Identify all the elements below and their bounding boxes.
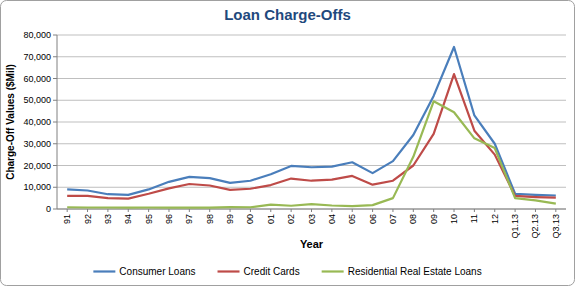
legend-label: Consumer Loans	[119, 266, 195, 277]
y-axis	[57, 35, 58, 209]
x-tick-label: 10	[449, 214, 459, 224]
y-tick-label: 50,000	[23, 95, 51, 105]
y-tick-label: 60,000	[23, 74, 51, 84]
x-tick-label: 94	[123, 214, 133, 224]
series-line	[67, 101, 556, 207]
x-axis-label: Year	[300, 238, 324, 250]
y-tick-label: 40,000	[23, 117, 51, 127]
grid-line	[57, 100, 566, 101]
legend: Consumer Loans Credit Cards Residential Re…	[93, 266, 481, 277]
x-tick	[515, 209, 516, 212]
y-tick	[53, 209, 57, 210]
x-tick	[311, 209, 312, 212]
x-tick-label: 11	[469, 214, 479, 223]
legend-swatch	[93, 270, 115, 272]
x-tick	[331, 209, 332, 212]
grid-line	[57, 122, 566, 123]
grid-line	[57, 56, 566, 57]
legend-swatch	[218, 270, 240, 272]
y-tick-label: 0	[46, 204, 51, 214]
x-tick	[87, 209, 88, 212]
series-group	[67, 47, 556, 208]
legend-label: Credit Cards	[244, 266, 300, 277]
series-line	[67, 47, 556, 196]
x-tick-label: Q3.13	[551, 214, 561, 239]
x-tick	[372, 209, 373, 212]
y-tick	[53, 143, 57, 144]
x-tick	[535, 209, 536, 212]
x-tick	[230, 209, 231, 212]
y-tick	[53, 100, 57, 101]
x-tick-label: 93	[103, 214, 113, 224]
x-tick	[454, 209, 455, 212]
legend-label: Residential Real Estate Loans	[348, 266, 482, 277]
x-tick-label: 01	[266, 214, 276, 224]
x-tick-label: 99	[225, 214, 235, 224]
x-tick-label: 96	[164, 214, 174, 224]
x-tick-label: 12	[490, 214, 500, 224]
x-tick-label: 91	[62, 214, 72, 224]
series-line	[67, 74, 556, 198]
x-tick-label: 95	[144, 214, 154, 224]
x-tick-label: Q2.13	[530, 214, 540, 239]
x-tick-label: 05	[347, 214, 357, 224]
y-tick-label: 30,000	[23, 139, 51, 149]
x-tick-label: 02	[286, 214, 296, 224]
y-tick	[53, 78, 57, 79]
x-tick	[128, 209, 129, 212]
grid-line	[57, 165, 566, 166]
y-tick	[53, 165, 57, 166]
x-tick	[107, 209, 108, 212]
x-tick	[474, 209, 475, 212]
y-tick	[53, 187, 57, 188]
x-tick-label: 04	[327, 214, 337, 224]
x-tick-label: 98	[205, 214, 215, 224]
y-tick	[53, 122, 57, 123]
y-tick	[53, 35, 57, 36]
y-tick	[53, 56, 57, 57]
x-tick-label: 07	[388, 214, 398, 224]
y-tick-label: 80,000	[23, 30, 51, 40]
x-tick	[270, 209, 271, 212]
x-tick-label: Q1.13	[510, 214, 520, 239]
grid-line	[57, 187, 566, 188]
x-tick	[168, 209, 169, 212]
x-tick	[392, 209, 393, 212]
x-tick	[67, 209, 68, 212]
title: Loan Charge-Offs	[224, 6, 351, 23]
x-tick-label: 09	[429, 214, 439, 224]
x-tick-label: 06	[368, 214, 378, 224]
x-tick-label: 03	[307, 214, 317, 224]
x-tick-label: 97	[184, 214, 194, 224]
y-axis-label: Charge-Off Values ($Mil)	[5, 64, 16, 180]
grid-line	[57, 78, 566, 79]
y-tick-label: 20,000	[23, 161, 51, 171]
grid-line	[57, 35, 566, 36]
chart: Loan Charge-Offs 0 10,000 20,000 30,000 40,00…	[0, 0, 575, 286]
x-tick-label: 08	[408, 214, 418, 224]
x-tick	[148, 209, 149, 212]
x-tick	[250, 209, 251, 212]
legend-swatch	[322, 270, 344, 272]
x-tick	[433, 209, 434, 212]
x-tick	[209, 209, 210, 212]
x-tick	[494, 209, 495, 212]
grid-line	[57, 143, 566, 144]
chart-border	[1, 1, 575, 286]
y-tick-label: 10,000	[23, 182, 51, 192]
y-tick-label: 70,000	[23, 52, 51, 62]
x-tick	[352, 209, 353, 212]
x-tick	[291, 209, 292, 212]
x-tick-label: 92	[83, 214, 93, 224]
x-tick-label: 00	[245, 214, 255, 224]
x-tick	[413, 209, 414, 212]
x-tick	[189, 209, 190, 212]
x-tick	[555, 209, 556, 212]
